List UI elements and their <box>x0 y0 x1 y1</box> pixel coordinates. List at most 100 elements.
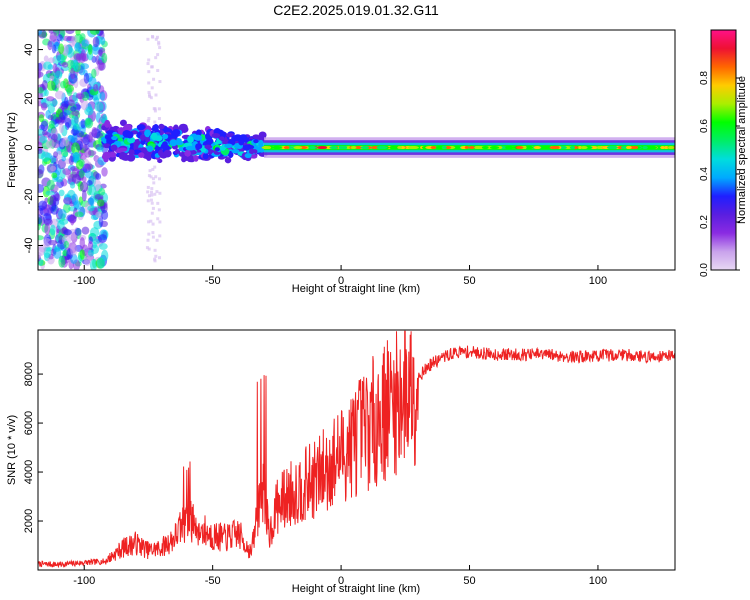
spectrogram-cell <box>308 146 318 150</box>
spectrogram-cell <box>174 149 180 154</box>
spectrogram-cell <box>596 146 603 150</box>
colorbar: 0.0 0.2 0.4 0.6 0.8 Normalized spectral ampl… <box>699 29 748 277</box>
spectrogram-cell <box>71 142 81 155</box>
spectrogram-cell <box>252 134 260 139</box>
spectrogram-cell <box>62 137 70 147</box>
spectrogram-cell <box>156 68 160 72</box>
spectrogram-cell <box>147 247 151 251</box>
spectrogram-cell <box>61 62 69 68</box>
spectrogram-cell <box>206 149 214 155</box>
spectrogram-cell <box>146 37 150 41</box>
spectrogram-cell <box>549 146 559 150</box>
spectrogram-cell <box>63 240 70 249</box>
spectrogram-cell <box>219 145 226 151</box>
spectrogram-cell <box>239 134 247 140</box>
spectrogram-cell <box>66 87 73 97</box>
spectrogram-cell <box>404 146 410 150</box>
spectrogram-cell <box>38 200 48 210</box>
spectrogram-cell <box>187 136 194 141</box>
spectrogram-y-tick-label: 0 <box>23 144 35 150</box>
spectrogram-x-tick-label: 50 <box>463 275 475 287</box>
colorbar-gradient <box>710 29 737 271</box>
spectrogram-cell <box>58 43 65 55</box>
spectrogram-cell <box>66 59 75 69</box>
spectrogram-cell <box>149 190 153 194</box>
spectrogram-cell <box>257 135 266 141</box>
spectrogram-cell <box>211 132 221 139</box>
spectrogram-cell <box>58 255 66 268</box>
figure-title: C2E2.2025.019.01.32.G11 <box>273 2 439 18</box>
spectrogram-cell <box>158 191 162 195</box>
spectrogram-cell <box>80 119 86 129</box>
spectrogram-cell <box>434 146 443 150</box>
spectrogram-cell <box>118 147 128 152</box>
spectrogram-cell <box>43 61 52 70</box>
spectrogram-cell <box>146 238 150 242</box>
spectrogram-cell <box>150 211 154 215</box>
spectrogram-cell <box>389 146 396 150</box>
spectrogram-cell <box>274 146 282 150</box>
spectrogram-cell <box>161 144 170 150</box>
spectrogram-cell <box>102 151 112 159</box>
spectrogram-cell <box>147 81 151 85</box>
spectrogram-cell <box>147 194 151 198</box>
spectrogram-cell <box>50 165 57 172</box>
spectrogram-cell <box>151 231 155 235</box>
spectrogram-cell <box>468 146 475 150</box>
spectrogram-cell <box>38 214 43 225</box>
spectrogram-cell <box>150 193 154 197</box>
spectrogram-cell <box>206 138 214 145</box>
spectrogram-cell <box>38 100 42 107</box>
spectrogram-cell <box>78 158 85 167</box>
spectrogram-cell <box>138 152 145 158</box>
spectrogram-cell <box>108 151 117 158</box>
spectrogram-cell <box>38 30 43 36</box>
spectrogram-cell <box>407 146 416 150</box>
spectrogram-cell <box>151 177 155 181</box>
spectrogram-cell <box>43 55 49 62</box>
spectrogram-cell <box>157 117 161 121</box>
spectrogram-cell <box>195 143 203 150</box>
snr-x-axis-label: Height of straight line (km) <box>292 583 420 595</box>
spectrogram-cell <box>60 80 67 89</box>
spectrogram-cell <box>71 132 78 144</box>
spectrogram-cell <box>524 146 533 150</box>
spectrogram-cell <box>489 146 500 150</box>
spectrogram-cell <box>84 117 94 129</box>
spectrogram-y-tick-label: 40 <box>23 43 35 55</box>
spectrogram-cell <box>97 234 108 243</box>
spectrogram-cell <box>79 181 89 193</box>
spectrogram-cell <box>544 146 549 150</box>
spectrogram-cell <box>91 127 98 138</box>
spectrogram-cell <box>158 80 162 84</box>
spectrogram-cell <box>430 146 437 150</box>
spectrogram-cell <box>73 122 79 131</box>
spectrogram-cell <box>561 146 567 150</box>
spectrogram-cell <box>147 90 151 94</box>
spectrogram-cell <box>47 40 53 51</box>
spectrogram-cell <box>81 176 87 183</box>
spectrogram-cell <box>250 154 258 159</box>
spectrogram-cell <box>51 44 57 54</box>
spectrogram-cell <box>154 37 158 41</box>
spectrogram-cell <box>61 155 66 162</box>
spectrogram-cell <box>147 58 151 62</box>
spectrogram-cell <box>158 46 162 50</box>
spectrogram-cell <box>157 40 161 44</box>
spectrogram-cell <box>156 217 160 221</box>
spectrogram-cell <box>49 31 58 42</box>
spectrogram-cell <box>516 146 524 150</box>
spectrogram-cell <box>38 87 44 94</box>
snr-y-tick-label: 2000 <box>23 509 35 533</box>
spectrogram-cell <box>79 237 85 249</box>
snr-x-tick-label: -100 <box>73 575 95 587</box>
spectrogram-cell <box>74 211 84 218</box>
spectrogram-cell <box>147 70 151 74</box>
spectrogram-cell <box>360 146 370 150</box>
snr-x-ticks: -100 -50 0 50 100 <box>73 565 607 587</box>
spectrogram-cell <box>46 80 56 91</box>
spectrogram-cell <box>117 127 124 132</box>
spectrogram-x-axis-label: Height of straight line (km) <box>292 283 420 295</box>
spectrogram-cell <box>148 169 152 173</box>
